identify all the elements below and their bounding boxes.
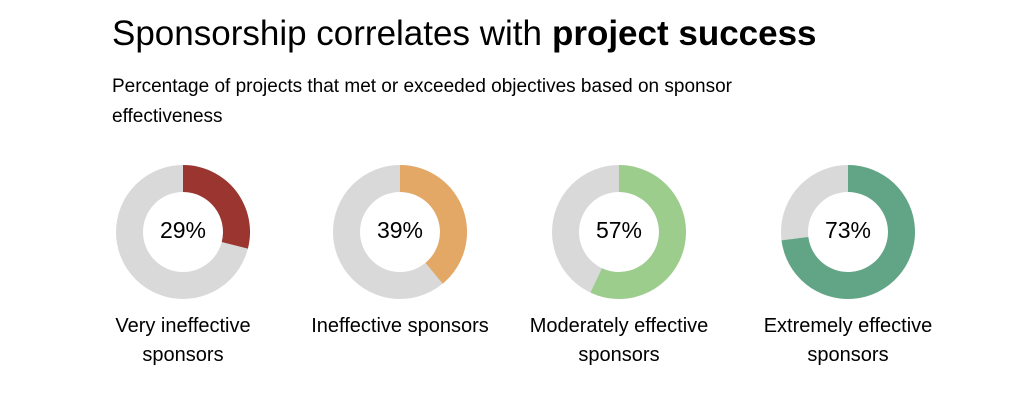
title-block: Sponsorship correlates with project succe… <box>112 14 817 54</box>
donut-segment <box>781 165 915 299</box>
value-label: 57% <box>596 217 642 243</box>
category-label: Very ineffective sponsors <box>115 315 251 366</box>
chart-title: Sponsorship correlates with <box>112 14 542 53</box>
value-label: 39% <box>377 217 423 243</box>
value-label: 73% <box>825 217 871 243</box>
category-label: Ineffective sponsors <box>311 315 489 337</box>
category-label: Moderately effective sponsors <box>529 315 709 366</box>
category-label: Extremely effective sponsors <box>763 315 933 366</box>
donut-segment <box>183 165 250 249</box>
chart-subtitle: Percentage of projects that met or excee… <box>112 76 732 127</box>
value-label: 29% <box>160 217 206 243</box>
chart-title-emphasis: project success <box>551 14 817 53</box>
donut-segment <box>400 165 467 284</box>
donut-segment <box>590 165 686 299</box>
